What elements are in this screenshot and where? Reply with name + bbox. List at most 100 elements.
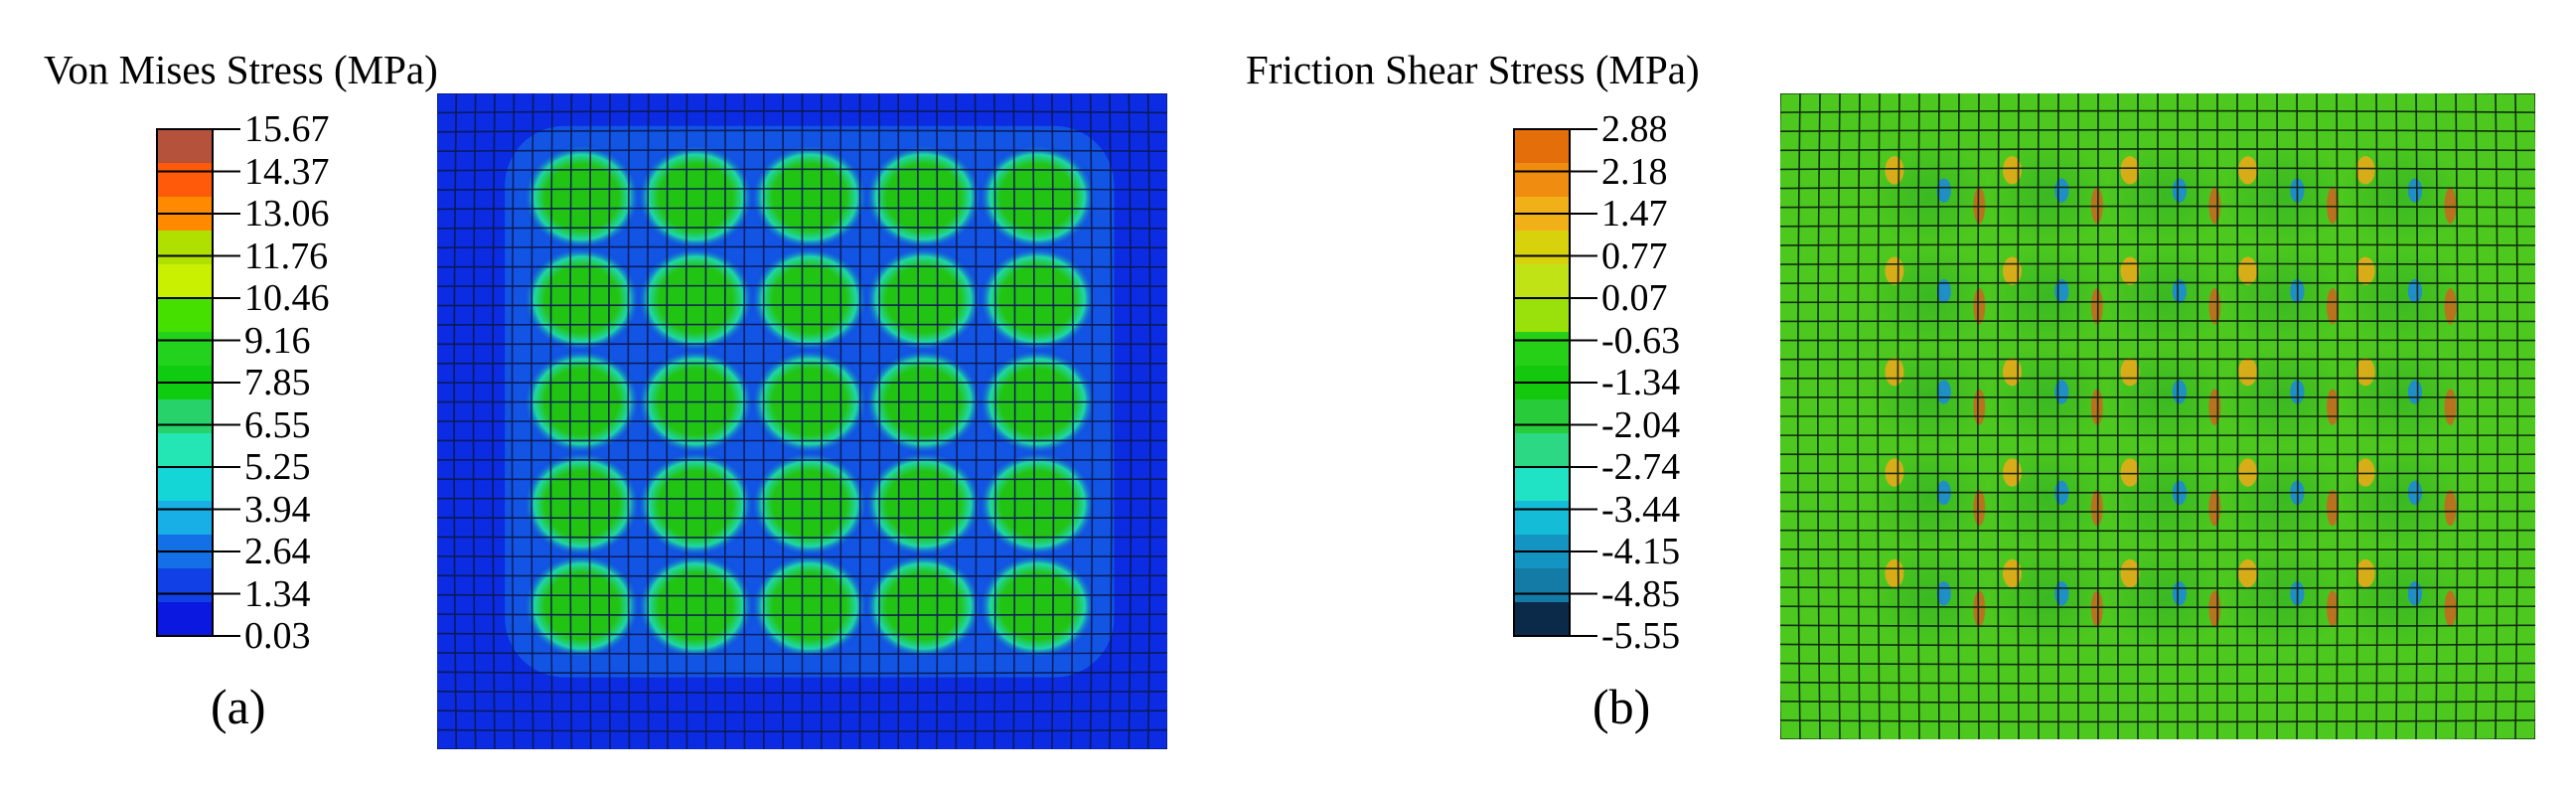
legend-band: [157, 163, 213, 198]
legend-tick-label: -5.55: [1601, 615, 1681, 657]
positive-shear-spot: [2002, 357, 2022, 387]
legend-tick-label: 2.18: [1601, 150, 1668, 193]
legend-band: [1514, 298, 1570, 333]
positive-shear-spot: [1973, 389, 1986, 425]
contour-svg: [437, 93, 1167, 749]
legend-tick-label: -4.15: [1601, 531, 1681, 572]
positive-shear-spot: [2444, 287, 2457, 325]
stud-contact-region: [750, 552, 869, 660]
legend-tick-label: -0.63: [1601, 319, 1681, 362]
negative-shear-spot: [2407, 278, 2423, 304]
stud-contact-region: [2221, 445, 2345, 551]
stud-contact-region: [2103, 142, 2227, 248]
legend-band: [157, 602, 213, 637]
positive-shear-spot: [2444, 590, 2457, 627]
stud-contact-region: [1868, 445, 1992, 551]
positive-shear-spot: [1885, 357, 1904, 387]
positive-shear-spot: [2238, 458, 2258, 487]
positive-shear-spot: [2002, 558, 2022, 588]
stud-contact-region: [1868, 546, 1992, 652]
stud-contact-region: [2103, 546, 2227, 652]
panel-a-sublabel: (a): [211, 679, 266, 734]
legend-tick-label: 0.07: [1601, 277, 1668, 319]
positive-shear-spot: [2327, 187, 2339, 225]
positive-shear-spot: [2208, 287, 2221, 325]
legend-band: [157, 264, 213, 299]
positive-shear-spot: [2327, 287, 2339, 325]
negative-shear-spot: [2407, 380, 2423, 404]
stud-contact-region: [1868, 142, 1992, 248]
positive-shear-spot: [2002, 156, 2022, 185]
legend-band: [157, 568, 213, 603]
positive-shear-spot: [2120, 458, 2140, 487]
legend-band: [157, 298, 213, 333]
stud-contact-region: [636, 552, 755, 660]
positive-shear-spot: [2444, 489, 2457, 527]
stud-contact-region: [522, 143, 642, 250]
stud-contact-region: [1868, 243, 1992, 349]
positive-shear-spot: [2444, 187, 2457, 225]
negative-shear-spot: [2054, 581, 2069, 606]
positive-shear-spot: [2355, 558, 2375, 588]
stud-contact-region: [1986, 243, 2109, 349]
negative-shear-spot: [2054, 178, 2069, 203]
stud-contact-region: [978, 450, 1097, 557]
negative-shear-spot: [1936, 380, 1951, 404]
positive-shear-spot: [2327, 389, 2339, 425]
legend-band: [157, 467, 213, 502]
panel-b-sublabel: (b): [1592, 679, 1651, 734]
positive-shear-spot: [2238, 256, 2258, 285]
stud-contact-region: [978, 245, 1097, 353]
von-mises-contour-plot: [437, 93, 1167, 749]
stud-contact-region: [750, 143, 869, 250]
legend-band: [157, 501, 213, 536]
positive-shear-spot: [2120, 357, 2140, 387]
legend-tick-label: 1.34: [244, 572, 311, 615]
stud-contact-region: [750, 450, 869, 557]
stud-contact-region: [863, 143, 984, 250]
stud-contact-region: [636, 450, 755, 557]
stud-contact-region: [636, 245, 755, 353]
legend-band: [1514, 602, 1570, 637]
positive-shear-spot: [1973, 489, 1986, 527]
stud-contact-region: [636, 143, 755, 250]
legend-band: [157, 129, 213, 164]
legend-band: [157, 433, 213, 468]
panel-b-title: Friction Shear Stress (MPa): [1246, 47, 1700, 92]
positive-shear-spot: [2355, 256, 2375, 285]
legend-colorbar: [156, 128, 240, 637]
legend-tick-label: 7.85: [244, 362, 311, 403]
positive-shear-spot: [2208, 389, 2221, 425]
legend-band: [1514, 264, 1570, 299]
positive-shear-spot: [2120, 256, 2140, 285]
legend-tick-label: 14.37: [244, 150, 330, 193]
mesh-grid: [1780, 93, 2535, 739]
negative-shear-spot: [2172, 581, 2187, 606]
legend-tick-label: 10.46: [244, 277, 330, 319]
positive-shear-spot: [2120, 156, 2140, 185]
legend-band: [157, 231, 213, 265]
stud-contact-region: [522, 552, 642, 660]
legend-band: [1514, 501, 1570, 536]
positive-shear-spot: [2327, 590, 2339, 627]
stud-contact-region: [2103, 445, 2227, 551]
positive-shear-spot: [2090, 489, 2103, 527]
legend-tick-label: 6.55: [244, 403, 311, 446]
positive-shear-spot: [2002, 458, 2022, 487]
legend-colorbar: [1513, 128, 1597, 637]
positive-shear-spot: [2208, 489, 2221, 527]
legend-tick-label: 3.94: [244, 488, 311, 531]
legend-band: [1514, 163, 1570, 198]
legend-tick-label: 0.03: [244, 615, 311, 657]
mesh-grid: [437, 93, 1167, 749]
positive-shear-spot: [1885, 156, 1904, 185]
positive-shear-spot: [2327, 489, 2339, 527]
stud-contact-region: [1986, 142, 2109, 248]
stud-contact-region: [2221, 142, 2345, 248]
panel-b: Friction Shear Stress (MPa) 2.88 2.18 1.47…: [1242, 0, 2576, 787]
legend-tick-label: 0.77: [1601, 235, 1668, 277]
legend-band: [1514, 433, 1570, 468]
legend-tick-label: 9.16: [244, 319, 311, 362]
stud-contact-region: [978, 552, 1097, 660]
panel-a-title: Von Mises Stress (MPa): [44, 47, 438, 92]
